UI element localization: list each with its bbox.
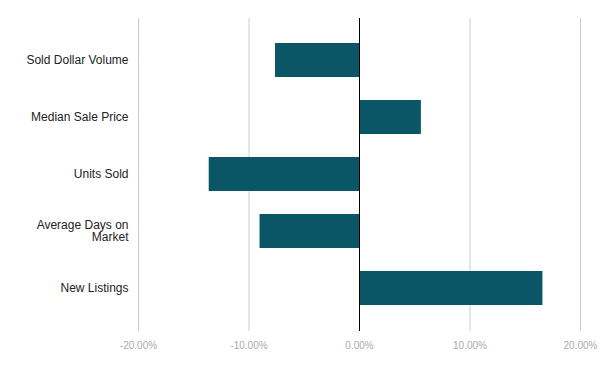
svg-text:-10.00%: -10.00%: [230, 340, 267, 351]
svg-text:Average Days onMarket: Average Days onMarket: [37, 218, 129, 244]
svg-text:0.00%: 0.00%: [345, 340, 373, 351]
svg-text:Sold Dollar Volume: Sold Dollar Volume: [26, 53, 128, 67]
svg-text:Median Sale Price: Median Sale Price: [31, 110, 129, 124]
svg-text:New Listings: New Listings: [60, 281, 128, 295]
svg-text:10.00%: 10.00%: [453, 340, 487, 351]
svg-text:-20.00%: -20.00%: [120, 340, 157, 351]
svg-text:Units Sold: Units Sold: [74, 167, 129, 181]
svg-text:20.00%: 20.00%: [564, 340, 598, 351]
